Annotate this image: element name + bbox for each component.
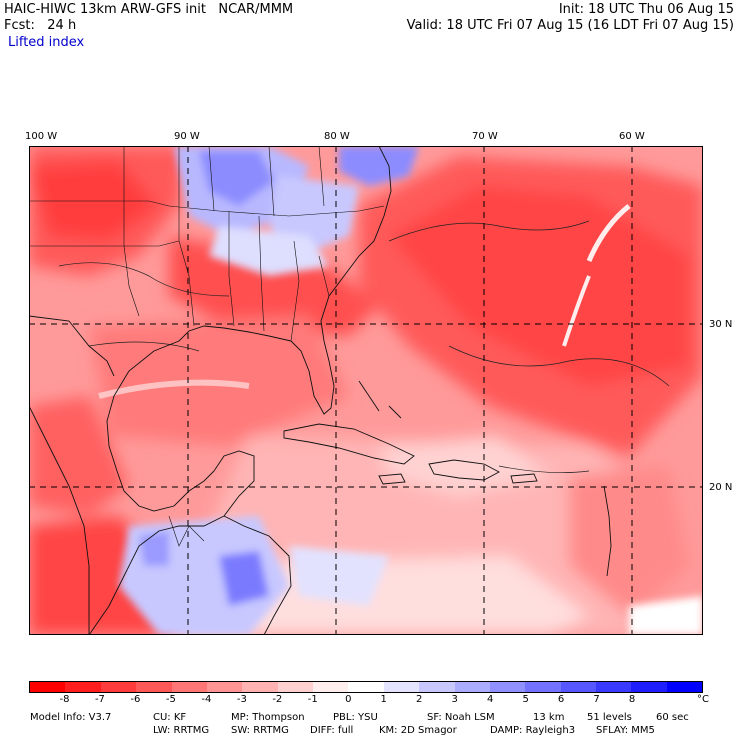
colorbar-cell	[489, 682, 526, 692]
footer-diff: DIFF: full	[310, 725, 354, 736]
footer-sw: SW: RRTMG	[231, 725, 289, 736]
colorbar-tick-label: 6	[557, 694, 565, 705]
colorbar-cell	[383, 682, 420, 692]
colorbar-cell	[65, 682, 101, 692]
colorbar-tick-label: -4	[201, 694, 212, 705]
stable-streak	[586, 204, 631, 262]
colorbar-cell	[419, 682, 455, 692]
colorbar-cell	[666, 682, 703, 692]
footer-km: KM: 2D Smagor	[379, 725, 457, 736]
colorbar-tick-label: 8	[628, 694, 636, 705]
stable-streak	[98, 379, 250, 399]
stable-areas	[119, 146, 703, 635]
lat-label-30n: 30 N	[709, 319, 733, 330]
lat-label-20n: 20 N	[709, 482, 733, 493]
colorbar-cell	[136, 682, 172, 692]
forecast-hour: Fcst: 24 h	[4, 18, 77, 33]
colorbar-cell	[242, 682, 278, 692]
footer-sflay: SFLAY: MM5	[596, 725, 655, 736]
colorbar-cell	[348, 682, 384, 692]
colorbar-cell	[454, 682, 490, 692]
model-title: HAIC-HIWC 13km ARW-GFS init NCAR/MMM	[4, 2, 294, 17]
colorbar-tick-label: 0	[345, 694, 352, 705]
colorbar-cell	[596, 682, 632, 692]
colorbar-cell	[525, 682, 561, 692]
footer-damp: DAMP: Rayleigh3	[490, 725, 576, 736]
colorbar-cell	[560, 682, 596, 692]
colorbar-tick-label: 7	[593, 694, 600, 705]
colorbar-tick-label: -8	[59, 694, 70, 705]
footer-dt: 60 sec	[656, 712, 689, 723]
init-time: Init: 18 UTC Thu 06 Aug 15	[558, 2, 734, 17]
colorbar-cell	[313, 682, 349, 692]
colorbar-cell	[631, 682, 667, 692]
colorbar-tick-label: -5	[165, 694, 176, 705]
colorbar-tick-label: -2	[272, 694, 283, 705]
footer-lw: LW: RRTMG	[153, 725, 210, 736]
colorbar-cell	[100, 682, 137, 692]
field-name: Lifted index	[8, 35, 85, 50]
footer-res: 13 km	[533, 712, 565, 723]
colorbar-unit: °C	[697, 694, 709, 705]
colorbar-tick-label: 4	[486, 694, 494, 705]
footer-pbl: PBL: YSU	[333, 712, 378, 723]
lon-label-60w: 60 W	[619, 131, 645, 142]
colorbar-tick-label: -3	[236, 694, 247, 705]
colorbar-tick-label: -1	[307, 694, 318, 705]
coastlines	[29, 146, 612, 635]
state-borders	[29, 146, 385, 547]
colorbar-tick-label: 1	[380, 694, 387, 705]
colorbar-tick-label: 2	[416, 694, 423, 705]
footer-sf: SF: Noah LSM	[427, 712, 495, 723]
lon-label-80w: 80 W	[324, 131, 350, 142]
colorbar-tick-label: 3	[451, 694, 458, 705]
field-shading	[29, 146, 703, 635]
colorbar-tick-label: -6	[130, 694, 141, 705]
colorbar-cell	[30, 682, 66, 692]
footer-model-info: Model Info: V3.7	[30, 712, 112, 723]
stable-streak	[562, 275, 591, 347]
footer-cu: CU: KF	[153, 712, 187, 723]
colorbar-cell	[206, 682, 243, 692]
colorbar-tick-label: 5	[522, 694, 529, 705]
lifted-index-map	[29, 146, 703, 635]
colorbar	[29, 681, 703, 693]
colorbar-cell	[277, 682, 313, 692]
colorbar-tick-label: -7	[94, 694, 105, 705]
lon-label-70w: 70 W	[472, 131, 498, 142]
footer-mp: MP: Thompson	[231, 712, 305, 723]
graticule	[29, 146, 703, 635]
map-frame	[29, 146, 703, 635]
lon-label-90w: 90 W	[174, 131, 200, 142]
valid-time: Valid: 18 UTC Fri 07 Aug 15 (16 LDT Fri …	[406, 18, 734, 33]
footer-levels: 51 levels	[587, 712, 632, 723]
lon-label-100w: 100 W	[25, 131, 58, 142]
colorbar-cell	[171, 682, 207, 692]
